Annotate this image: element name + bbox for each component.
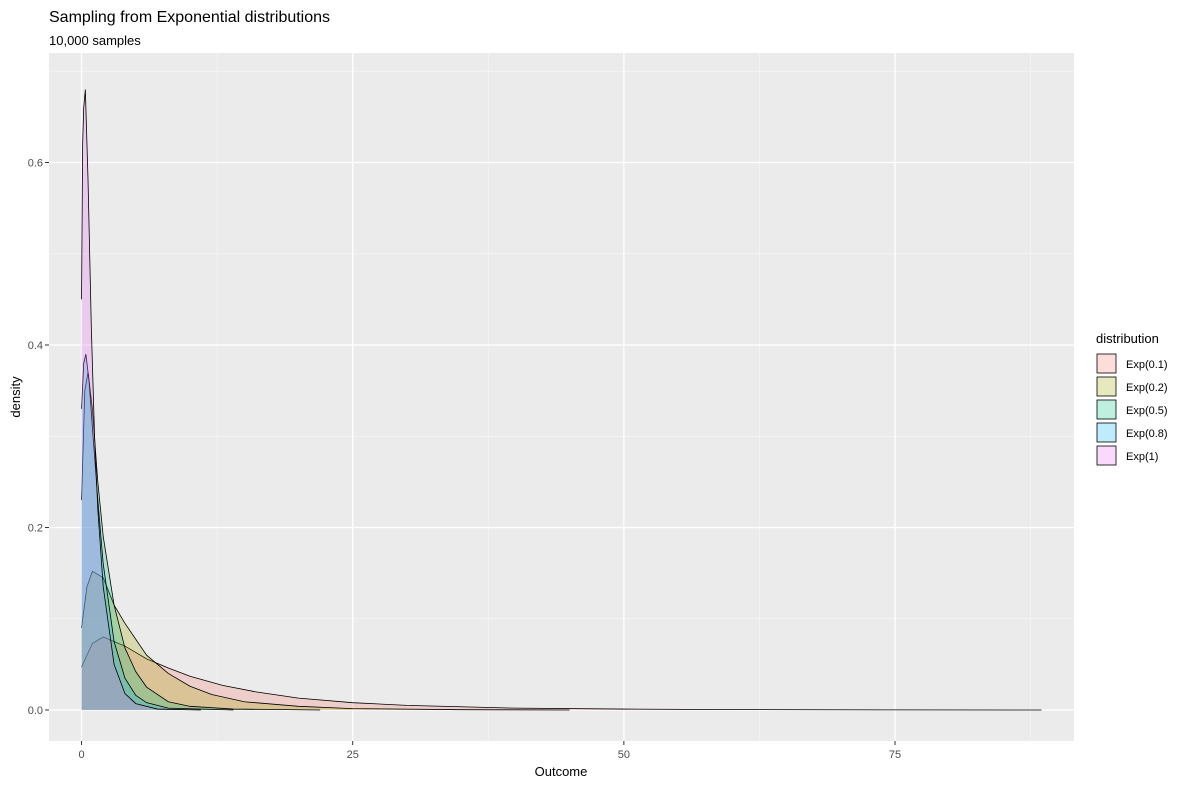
legend-label: Exp(0.5) [1126, 405, 1168, 417]
legend-title: distribution [1096, 331, 1159, 346]
legend-key-bg [1096, 376, 1117, 397]
legend-key-bg [1096, 422, 1117, 443]
y-tick-label: 0.6 [28, 157, 43, 169]
legend-key [1096, 422, 1117, 443]
density-line [81, 354, 234, 711]
density-area [81, 372, 321, 710]
density-line [81, 570, 570, 711]
x-axis-title: Outcome [535, 764, 588, 779]
legend-label: Exp(1) [1126, 451, 1158, 463]
y-axis: 0.0 0.2 0.4 0.6 [28, 157, 49, 717]
x-tick-label: 0 [78, 749, 84, 761]
legend-key [1096, 445, 1117, 466]
y-tick-label: 0.2 [28, 522, 43, 534]
legend-label: Exp(0.1) [1126, 359, 1168, 371]
legend: distribution Exp(0.1) Exp(0.2) Exp(0.5) Exp… [1096, 331, 1168, 466]
legend-label: Exp(0.8) [1126, 428, 1168, 440]
density-area [81, 89, 201, 710]
density-line [81, 89, 201, 711]
legend-key-bg [1096, 445, 1117, 466]
density-line [81, 636, 1042, 711]
legend-key [1096, 399, 1117, 420]
chart-subtitle: 10,000 samples [49, 33, 141, 48]
legend-key [1096, 353, 1117, 374]
legend-key-bg [1096, 399, 1117, 420]
plot-panel [49, 53, 1074, 741]
x-tick-label: 50 [618, 749, 630, 761]
x-tick-label: 75 [889, 749, 901, 761]
grid-minor [49, 53, 1074, 741]
density-area [81, 636, 1042, 710]
y-axis-title: density [8, 376, 23, 418]
chart-title: Sampling from Exponential distributions [49, 9, 330, 26]
density-areas [81, 89, 1042, 711]
y-tick-label: 0.4 [28, 340, 43, 352]
legend-key-bg [1096, 353, 1117, 374]
density-area [81, 571, 570, 710]
legend-key [1096, 376, 1117, 397]
legend-label: Exp(0.2) [1126, 382, 1168, 394]
x-tick-label: 25 [347, 749, 359, 761]
x-axis: 0 25 50 75 [78, 741, 901, 761]
density-area [81, 354, 234, 710]
y-tick-label: 0.0 [28, 705, 43, 717]
